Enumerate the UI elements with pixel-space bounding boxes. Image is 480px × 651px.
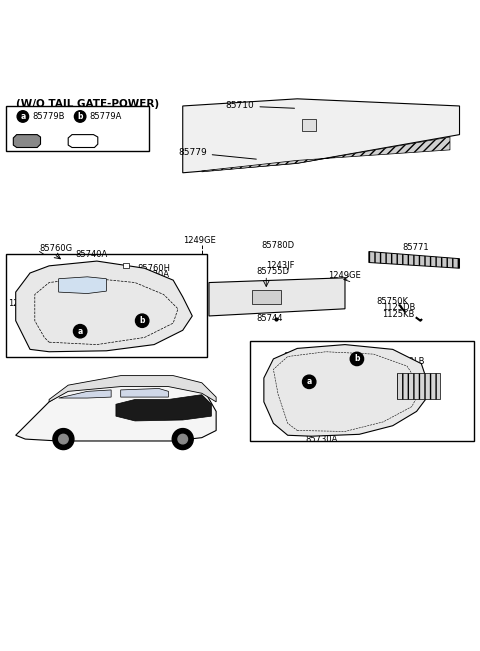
Polygon shape <box>120 389 168 397</box>
Circle shape <box>59 434 68 444</box>
Polygon shape <box>59 277 107 294</box>
Text: 85760G: 85760G <box>39 243 72 253</box>
Polygon shape <box>59 390 111 398</box>
Text: 85780D: 85780D <box>262 241 295 250</box>
Text: 85777: 85777 <box>137 277 164 286</box>
Text: 85730A: 85730A <box>305 436 337 445</box>
Circle shape <box>172 428 193 450</box>
Text: 1249GE: 1249GE <box>183 236 216 245</box>
Polygon shape <box>13 135 40 148</box>
Circle shape <box>73 325 87 338</box>
Text: 85760H: 85760H <box>137 264 170 273</box>
Text: 1125KB: 1125KB <box>382 310 415 319</box>
Bar <box>252 290 281 304</box>
Circle shape <box>74 111 86 122</box>
Text: 85710: 85710 <box>226 102 295 111</box>
Circle shape <box>178 434 188 444</box>
Text: 85771: 85771 <box>402 243 429 252</box>
Circle shape <box>350 352 364 366</box>
Bar <box>123 264 129 268</box>
Polygon shape <box>49 376 216 402</box>
Bar <box>6 254 206 357</box>
Bar <box>6 106 149 151</box>
Text: 1491AD: 1491AD <box>142 320 175 329</box>
Bar <box>302 119 316 132</box>
Text: 1244KC: 1244KC <box>128 327 160 337</box>
Text: a: a <box>20 112 25 121</box>
Text: 85737D: 85737D <box>283 352 316 361</box>
Polygon shape <box>16 261 192 352</box>
Polygon shape <box>68 135 98 148</box>
Circle shape <box>53 428 74 450</box>
Text: b: b <box>354 354 360 363</box>
Text: 85779: 85779 <box>178 148 256 159</box>
Text: a: a <box>77 327 83 336</box>
Text: 85750K: 85750K <box>376 297 408 306</box>
Polygon shape <box>209 278 345 316</box>
Text: 85779B: 85779B <box>33 112 65 121</box>
Polygon shape <box>369 251 459 268</box>
Text: 85743D: 85743D <box>276 361 309 370</box>
Text: 1125DB: 1125DB <box>382 303 416 312</box>
Text: 85755D: 85755D <box>257 268 290 277</box>
Circle shape <box>302 375 316 389</box>
Text: 95120A: 95120A <box>137 270 169 279</box>
Text: 1249LB: 1249LB <box>9 299 40 309</box>
Polygon shape <box>116 395 211 421</box>
Text: 1249LB: 1249LB <box>393 357 424 366</box>
Polygon shape <box>16 380 216 441</box>
Circle shape <box>135 314 149 327</box>
Bar <box>250 340 474 441</box>
Text: 1243JF: 1243JF <box>266 261 295 270</box>
Text: b: b <box>139 316 145 326</box>
Text: 85779A: 85779A <box>90 112 122 121</box>
Polygon shape <box>397 373 441 400</box>
Text: 85740A: 85740A <box>75 250 108 259</box>
Text: (W/O TAIL GATE-POWER): (W/O TAIL GATE-POWER) <box>16 99 159 109</box>
Polygon shape <box>202 137 450 172</box>
Text: 85780E: 85780E <box>364 374 396 383</box>
Text: 85744: 85744 <box>257 314 283 323</box>
Polygon shape <box>183 99 459 173</box>
Text: a: a <box>307 378 312 386</box>
Text: 1249GE: 1249GE <box>328 271 361 280</box>
Text: b: b <box>77 112 83 121</box>
Polygon shape <box>264 344 431 436</box>
Circle shape <box>17 111 29 122</box>
